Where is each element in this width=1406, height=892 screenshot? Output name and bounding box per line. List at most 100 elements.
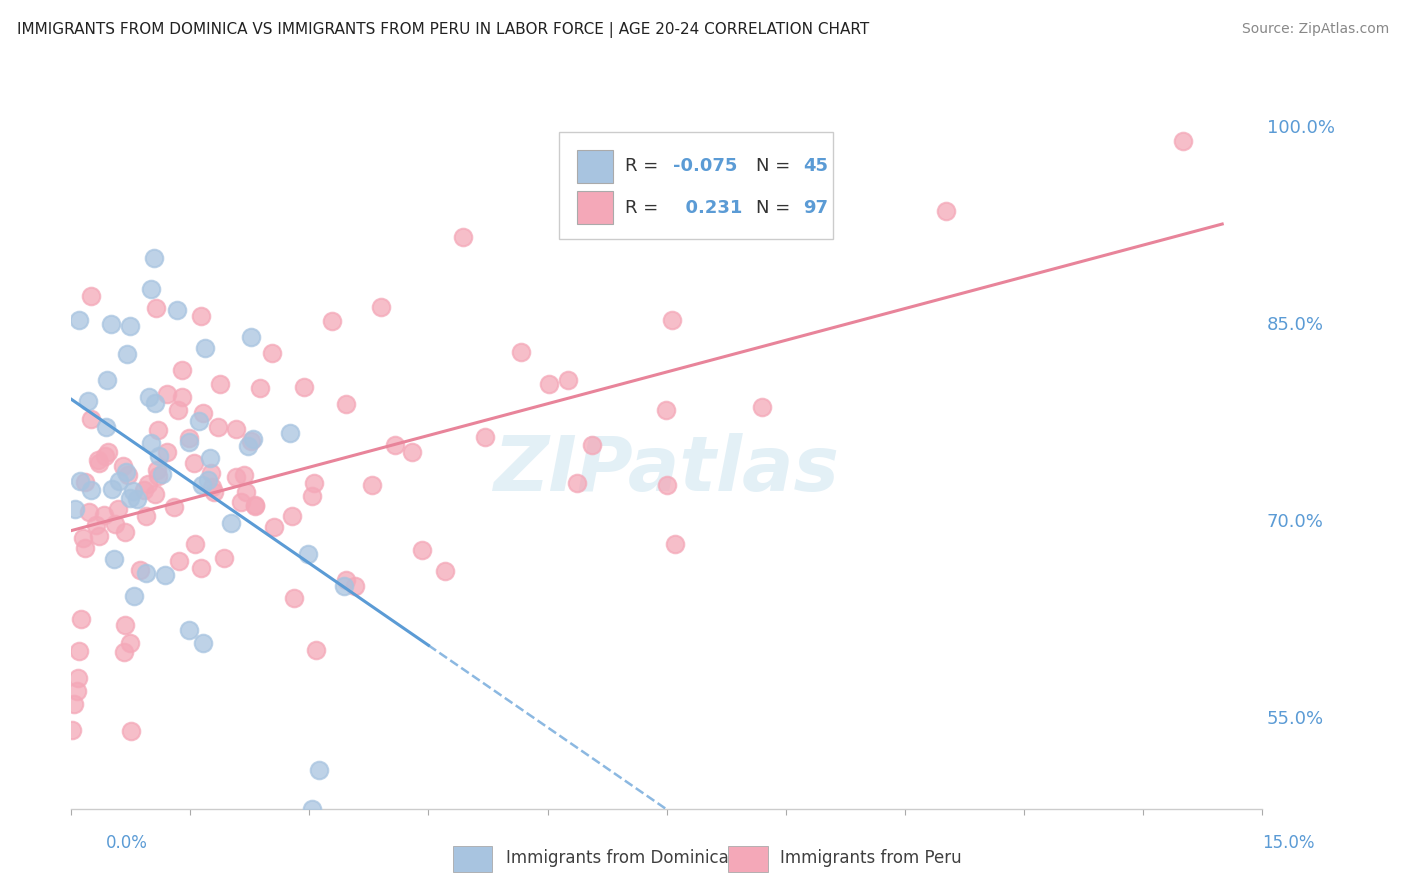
- Point: [104, 516, 127, 531]
- Point: [145, 301, 167, 315]
- Point: [232, 467, 254, 482]
- Point: [451, 230, 474, 244]
- Point: [93, 508, 115, 522]
- Point: [187, 414, 209, 428]
- Point: [107, 502, 129, 516]
- Point: [120, 636, 142, 650]
- Point: [128, 563, 150, 577]
- Point: [76, 394, 98, 409]
- Point: [79, 412, 101, 426]
- Point: [67, 671, 90, 685]
- Point: [73, 475, 96, 490]
- Point: [184, 537, 207, 551]
- Point: [89, 456, 111, 470]
- Point: [72, 531, 94, 545]
- Point: [152, 467, 174, 482]
- Point: [111, 458, 134, 473]
- Point: [97, 445, 120, 459]
- Point: [565, 475, 588, 490]
- Point: [283, 591, 305, 605]
- Point: [308, 763, 330, 777]
- Point: [67, 644, 90, 658]
- Point: [243, 498, 266, 512]
- Point: [370, 300, 392, 314]
- Point: [305, 642, 328, 657]
- Point: [134, 483, 156, 498]
- Point: [278, 426, 301, 441]
- Point: [335, 397, 357, 411]
- Point: [63, 697, 86, 711]
- Point: [557, 373, 579, 387]
- Point: [1171, 134, 1194, 148]
- Point: [201, 480, 224, 494]
- Point: [242, 432, 264, 446]
- Point: [411, 543, 433, 558]
- Point: [581, 438, 603, 452]
- Point: [167, 554, 190, 568]
- Point: [664, 537, 686, 551]
- Point: [142, 251, 165, 265]
- Point: [655, 403, 678, 417]
- Point: [118, 318, 141, 333]
- Point: [146, 463, 169, 477]
- Point: [139, 435, 162, 450]
- FancyBboxPatch shape: [560, 132, 834, 238]
- Point: [212, 550, 235, 565]
- Point: [935, 203, 957, 218]
- Point: [302, 476, 325, 491]
- Point: [361, 478, 384, 492]
- Point: [190, 561, 212, 575]
- FancyBboxPatch shape: [578, 191, 613, 224]
- Point: [124, 589, 146, 603]
- Point: [87, 529, 110, 543]
- Point: [219, 516, 242, 530]
- Point: [301, 489, 323, 503]
- Text: -0.075: -0.075: [672, 158, 737, 176]
- Point: [655, 477, 678, 491]
- Point: [94, 449, 117, 463]
- Point: [120, 491, 142, 505]
- Point: [292, 380, 315, 394]
- Point: [65, 502, 87, 516]
- Text: Immigrants from Dominica: Immigrants from Dominica: [506, 849, 728, 867]
- Point: [122, 484, 145, 499]
- Point: [235, 485, 257, 500]
- Point: [240, 434, 263, 449]
- Point: [225, 422, 247, 436]
- Point: [108, 474, 131, 488]
- Point: [87, 453, 110, 467]
- Point: [433, 564, 456, 578]
- Point: [194, 341, 217, 355]
- Point: [84, 517, 107, 532]
- Point: [167, 402, 190, 417]
- Point: [66, 683, 89, 698]
- Point: [239, 330, 262, 344]
- Point: [200, 466, 222, 480]
- Point: [80, 483, 103, 498]
- Text: N =: N =: [756, 199, 796, 217]
- Point: [384, 438, 406, 452]
- Point: [103, 552, 125, 566]
- Point: [236, 439, 259, 453]
- Point: [191, 406, 214, 420]
- Point: [69, 612, 91, 626]
- Point: [143, 487, 166, 501]
- Point: [280, 508, 302, 523]
- Point: [204, 485, 226, 500]
- Point: [67, 313, 90, 327]
- Point: [661, 313, 683, 327]
- Point: [198, 450, 221, 465]
- Point: [114, 644, 136, 658]
- Text: R =: R =: [624, 158, 664, 176]
- Point: [260, 346, 283, 360]
- Point: [117, 347, 139, 361]
- Point: [166, 302, 188, 317]
- Point: [143, 396, 166, 410]
- Text: 0.231: 0.231: [672, 199, 742, 217]
- Point: [146, 423, 169, 437]
- Point: [96, 373, 118, 387]
- Point: [229, 495, 252, 509]
- Point: [114, 465, 136, 479]
- Point: [156, 386, 179, 401]
- Text: N =: N =: [756, 158, 796, 176]
